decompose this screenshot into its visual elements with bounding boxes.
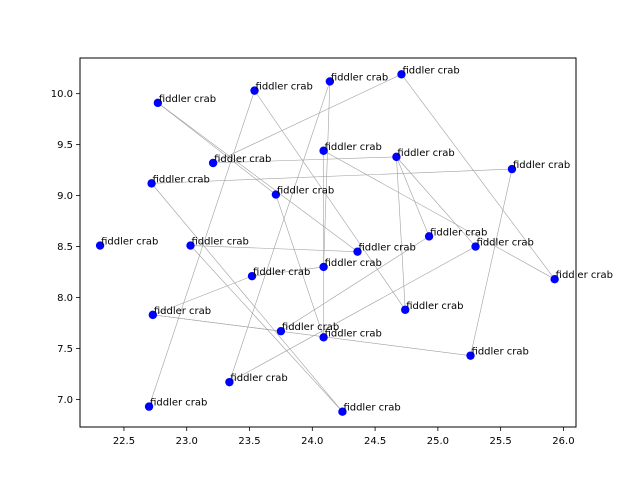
connector-line (148, 90, 255, 407)
data-points (95, 70, 559, 416)
y-axis-ticks: 7.0 7.5 8.0 8.5 9.0 9.5 10.0 (51, 89, 80, 406)
point-label: fiddler crab (325, 258, 382, 269)
x-tick-label: 24.0 (301, 436, 323, 447)
x-tick-label: 24.5 (364, 436, 386, 447)
point-label: fiddler crab (472, 347, 529, 358)
point-label: fiddler crab (159, 94, 216, 105)
connector-line (323, 150, 555, 280)
data-point (319, 262, 328, 272)
point-label: fiddler crab (150, 398, 207, 409)
connector-line (151, 183, 343, 412)
data-point (466, 351, 475, 360)
data-point (550, 274, 559, 284)
x-axis-ticks: 22.5 23.0 23.5 24.0 24.5 25.0 25.5 26.0 (113, 427, 575, 447)
x-tick-label: 22.5 (113, 436, 135, 447)
data-point (507, 164, 517, 174)
data-point (319, 146, 328, 155)
connector-line (152, 275, 253, 316)
point-label: fiddler crab (192, 237, 249, 248)
point-label: fiddler crab (277, 186, 334, 197)
point-label: fiddler crab (214, 154, 271, 165)
y-tick-label: 7.5 (57, 344, 73, 355)
point-label: fiddler crab (343, 403, 400, 414)
connector-line (254, 90, 406, 310)
connector-line (190, 245, 343, 412)
x-tick-label: 23.5 (238, 436, 260, 447)
point-label: fiddler crab (325, 142, 382, 153)
connector-line (151, 168, 512, 184)
data-point (144, 402, 154, 411)
point-label: fiddler crab (282, 322, 339, 333)
connector-line (396, 156, 430, 237)
data-point (276, 326, 286, 336)
data-point (147, 179, 156, 188)
data-point (401, 305, 410, 314)
point-label: fiddler crab (230, 373, 287, 384)
data-point (325, 77, 335, 86)
data-point (186, 241, 195, 250)
point-label: fiddler crab (153, 174, 210, 185)
data-point (319, 333, 328, 342)
data-point (397, 70, 406, 79)
point-label: fiddler crab (101, 237, 158, 248)
y-tick-label: 9.5 (57, 140, 73, 151)
x-tick-label: 26.0 (552, 436, 574, 447)
connector-line (323, 81, 331, 267)
point-label: fiddler crab (331, 72, 388, 83)
x-tick-label: 23.0 (176, 436, 198, 447)
x-tick-label: 25.0 (427, 436, 449, 447)
connector-line (251, 266, 324, 277)
data-point (392, 152, 401, 162)
data-point (338, 407, 347, 416)
y-tick-label: 7.0 (57, 395, 73, 406)
connector-line (401, 74, 555, 280)
point-label: fiddler crab (253, 267, 310, 278)
y-tick-label: 8.5 (57, 242, 73, 253)
data-point (208, 158, 218, 168)
point-label: fiddler crab (406, 301, 463, 312)
data-point (353, 247, 362, 256)
point-label: fiddler crab (402, 65, 459, 76)
data-point (95, 241, 105, 250)
connector-line (396, 156, 476, 247)
connector-line (152, 314, 471, 356)
point-label: fiddler crab (556, 270, 613, 281)
plot-frame (79, 57, 577, 428)
data-point (250, 86, 259, 95)
data-point (225, 377, 234, 387)
point-label: fiddler crab (325, 328, 382, 339)
point-label: fiddler crab (256, 82, 313, 93)
point-label: fiddler crab (397, 148, 454, 159)
point-label: fiddler crab (154, 306, 211, 317)
y-tick-label: 8.0 (57, 293, 73, 304)
y-tick-label: 10.0 (51, 89, 73, 100)
data-point (148, 310, 158, 320)
connector-line (213, 156, 397, 164)
y-tick-label: 9.0 (57, 191, 73, 202)
connecting-lines (148, 74, 555, 412)
point-label: fiddler crab (359, 243, 416, 254)
connector-line (229, 81, 331, 383)
connector-line (157, 102, 358, 252)
data-point (424, 232, 434, 241)
point-label: fiddler crab (513, 160, 570, 171)
point-label: fiddler crab (477, 238, 534, 249)
data-point (153, 98, 163, 108)
connector-line (212, 74, 402, 164)
point-label: fiddler crab (430, 227, 487, 238)
connector-line (470, 169, 513, 356)
data-point (247, 271, 257, 281)
data-point (271, 190, 281, 199)
connector-line (229, 246, 476, 383)
connector-line (280, 236, 430, 332)
x-tick-label: 25.5 (490, 436, 512, 447)
connector-line (396, 156, 406, 310)
data-point (471, 242, 480, 251)
